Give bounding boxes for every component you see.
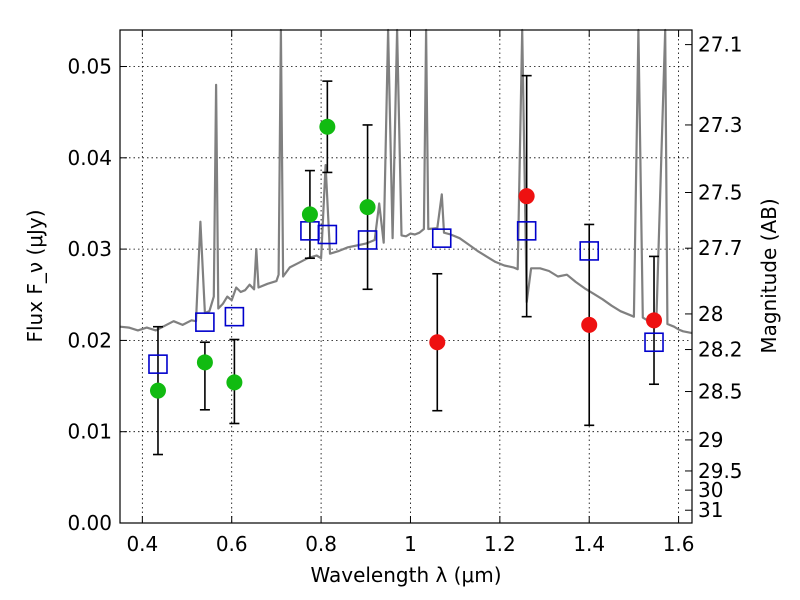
right-tick-label: 27.5 — [698, 181, 743, 205]
x-tick-label: 1.2 — [484, 532, 516, 556]
model-photometry-squares — [148, 221, 664, 374]
x-tick-label: 0.8 — [305, 532, 337, 556]
right-tick-label: 29 — [698, 428, 723, 452]
y-tick-labels: 0.00 0.01 0.02 0.03 0.04 0.05 — [67, 55, 112, 535]
right-tick-label: 27.7 — [698, 236, 743, 260]
right-tick-label: 27.1 — [698, 33, 743, 57]
observed-point — [429, 334, 446, 351]
observed-point — [319, 118, 336, 135]
model-photometry-square — [148, 354, 168, 374]
right-tick-label: 29.5 — [698, 459, 743, 483]
observed-photometry-points — [149, 118, 663, 399]
model-photometry-square — [431, 228, 452, 248]
model-photometry-square — [516, 221, 537, 241]
right-tick-label: 27.3 — [698, 113, 743, 137]
error-bars — [152, 74, 660, 456]
x-tick-label: 1 — [404, 532, 417, 556]
observed-point — [301, 206, 318, 223]
model-photometry-square — [579, 241, 600, 261]
observed-point — [149, 382, 166, 399]
model-photometry-square — [357, 230, 378, 250]
right-tick-label: 28 — [698, 302, 723, 326]
model-photometry-square — [224, 306, 245, 327]
observed-point — [226, 374, 243, 391]
x-tick-label: 1.4 — [573, 532, 605, 556]
spectrum-line — [119, 28, 693, 335]
right-tick-label: 30 — [698, 478, 723, 502]
observed-point — [196, 354, 213, 371]
model-spectrum — [119, 28, 693, 335]
x-tick-labels: 0.4 0.6 0.8 1 1.2 1.4 1.6 — [126, 532, 694, 556]
model-photometry-square — [195, 312, 215, 332]
y-tick-label: 0.04 — [67, 146, 112, 170]
model-photometry-square — [644, 332, 664, 353]
observed-point — [581, 316, 598, 333]
x-axis-label: Wavelength λ (μm) — [310, 563, 501, 587]
observed-point — [518, 188, 535, 205]
y-tick-label: 0.02 — [67, 328, 112, 352]
right-axis-label: Magnitude (AB) — [757, 198, 781, 353]
y-axis-label: Flux F_ν (μJy) — [23, 209, 47, 342]
observed-point — [646, 312, 663, 329]
right-tick-label: 31 — [698, 498, 723, 522]
observed-point — [359, 199, 376, 216]
grid-lines — [120, 30, 692, 524]
plot-frame — [119, 29, 693, 524]
y-tick-label: 0.00 — [67, 511, 112, 535]
right-tick-label: 28.5 — [698, 380, 743, 404]
right-tick-label: 28.2 — [698, 338, 743, 362]
y-tick-label: 0.03 — [67, 237, 112, 261]
x-tick-label: 1.6 — [663, 532, 695, 556]
y-tick-label: 0.01 — [67, 420, 112, 444]
x-tick-label: 0.4 — [126, 532, 158, 556]
y-tick-label: 0.05 — [67, 55, 112, 79]
x-tick-label: 0.6 — [216, 532, 248, 556]
model-photometry-square — [317, 224, 338, 245]
axis-ticks — [120, 30, 692, 524]
